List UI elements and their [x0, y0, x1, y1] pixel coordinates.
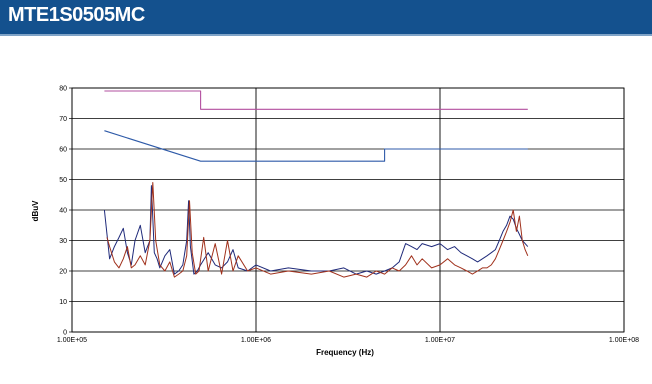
x-tick-label: 1.00E+07 [425, 337, 455, 344]
y-tick-label: 10 [59, 299, 67, 306]
y-tick-label: 60 [59, 147, 67, 154]
y-tick-label: 40 [59, 208, 67, 215]
series-line-3 [103, 185, 529, 275]
series-line-1 [104, 90, 528, 110]
plot-border [71, 87, 625, 333]
x-tick-label: 1.00E+05 [57, 337, 87, 344]
y-axis-label: dBuV [31, 200, 40, 222]
y-tick-label: 70 [59, 116, 67, 123]
tick-labels: 0 10 20 30 40 50 60 70 80 1.00E+05 1.00E+06 1.00E+0… [57, 86, 639, 345]
x-axis-label: Frequency (Hz) [316, 348, 374, 357]
chart-grid [69, 87, 625, 333]
x-tick-label: 1.00E+06 [241, 337, 271, 344]
header-divider [0, 34, 652, 36]
y-tick-label: 0 [63, 330, 67, 337]
x-tick-label: 1.00E+08 [609, 337, 639, 344]
y-tick-label: 20 [59, 269, 67, 276]
header-bar: MTE1S0505MC [0, 0, 652, 34]
series-layer [103, 90, 529, 278]
y-tick-label: 80 [59, 86, 67, 93]
y-tick-label: 30 [59, 238, 67, 245]
page-title: MTE1S0505MC [8, 4, 145, 26]
series-line-4 [106, 182, 529, 278]
y-tick-label: 50 [59, 177, 67, 184]
series-line-2 [104, 130, 528, 162]
